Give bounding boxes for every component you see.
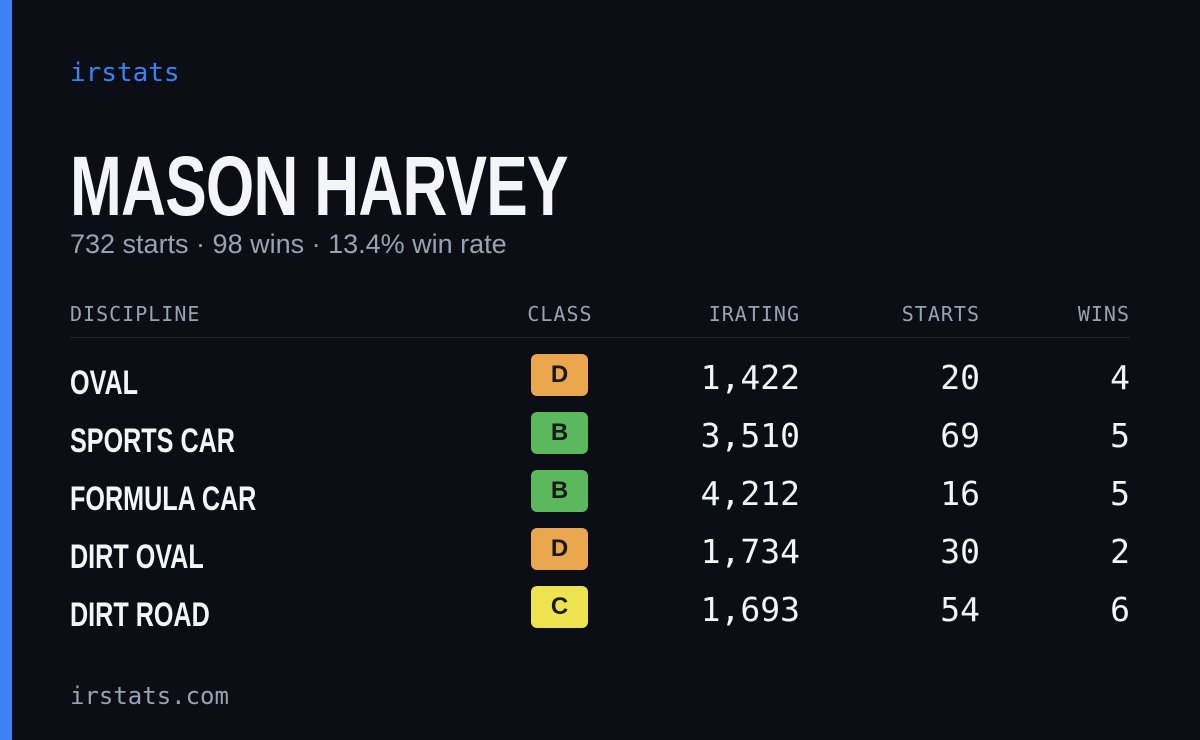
discipline: SPORTS CAR — [70, 422, 235, 460]
starts: 20 — [940, 358, 980, 397]
class-badge: D — [531, 528, 588, 570]
brand: irstats — [70, 58, 180, 88]
wins: 5 — [1110, 474, 1130, 513]
column-header: STARTS — [901, 302, 980, 326]
column-header: DISCIPLINE — [70, 302, 201, 326]
discipline: FORMULA CAR — [70, 480, 257, 518]
footer: irstats.com — [70, 682, 229, 710]
irating: 1,693 — [700, 590, 800, 629]
starts: 30 — [940, 532, 980, 571]
column-header: IRATING — [708, 302, 800, 326]
discipline: DIRT OVAL — [70, 538, 204, 576]
column-header: CLASS — [527, 302, 593, 326]
irating: 1,734 — [700, 532, 800, 571]
class-badge: D — [531, 354, 588, 396]
driver-name: MASON HARVEY — [70, 139, 568, 233]
header-rule — [70, 337, 1130, 338]
class-badge: B — [531, 470, 588, 512]
accent-bar — [0, 0, 12, 740]
discipline: OVAL — [70, 364, 139, 402]
irating: 1,422 — [700, 358, 800, 397]
irating: 3,510 — [700, 416, 800, 455]
wins: 5 — [1110, 416, 1130, 455]
irating: 4,212 — [700, 474, 800, 513]
column-header: WINS — [1077, 302, 1130, 326]
starts: 16 — [940, 474, 980, 513]
wins: 2 — [1110, 532, 1130, 571]
starts: 69 — [940, 416, 980, 455]
class-badge: B — [531, 412, 588, 454]
discipline: DIRT ROAD — [70, 596, 210, 634]
wins: 4 — [1110, 358, 1130, 397]
wins: 6 — [1110, 590, 1130, 629]
starts: 54 — [940, 590, 980, 629]
class-badge: C — [531, 586, 588, 628]
summary: 732 starts · 98 wins · 13.4% win rate — [70, 229, 507, 259]
